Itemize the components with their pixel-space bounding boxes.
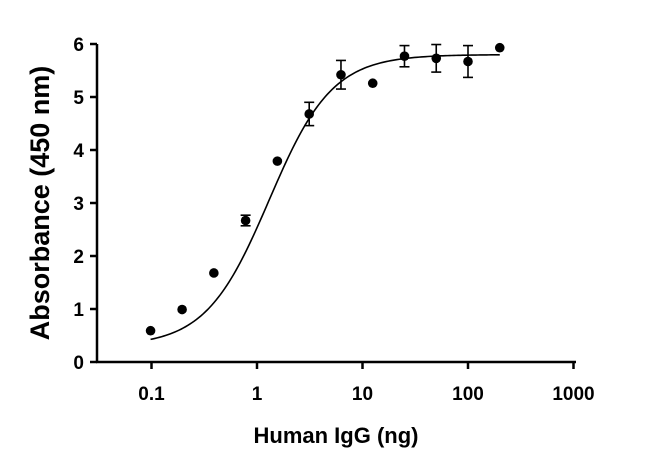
- data-point: [399, 51, 410, 61]
- data-point: [463, 56, 473, 67]
- fit-curve: [150, 54, 500, 341]
- fit-curve-layer: [150, 54, 500, 341]
- data-point: [304, 109, 315, 119]
- y-tick-label: 0: [73, 353, 84, 374]
- x-tick-label: 0.1: [138, 384, 165, 405]
- x-tick-label: 10: [352, 384, 373, 405]
- data-point: [272, 156, 283, 166]
- data-point: [367, 78, 378, 89]
- y-tick-label: 5: [73, 88, 84, 109]
- x-tick-label: 100: [452, 384, 484, 405]
- y-tick-label: 4: [73, 141, 84, 162]
- data-point: [431, 53, 442, 64]
- data-point: [494, 42, 505, 53]
- y-tick-label: 1: [73, 300, 84, 321]
- data-point: [336, 69, 346, 80]
- y-tick-label: 3: [73, 194, 84, 215]
- ticks: 0 1 2 3 4 5 6 0.1 1 10 100 1000: [73, 35, 594, 405]
- x-axis-title: Human IgG (ng): [254, 423, 419, 448]
- x-tick-label: 1000: [552, 384, 594, 405]
- data-point: [240, 215, 251, 226]
- y-tick-label: 2: [73, 247, 84, 268]
- data-point: [145, 325, 156, 336]
- data-point-layer: [145, 42, 505, 336]
- y-tick-label: 6: [73, 35, 84, 56]
- axes: [95, 44, 576, 364]
- data-point: [177, 304, 187, 315]
- y-axis-title: Absorbance (450 nm): [25, 66, 55, 341]
- data-point: [209, 268, 219, 278]
- x-tick-label: 1: [252, 384, 263, 405]
